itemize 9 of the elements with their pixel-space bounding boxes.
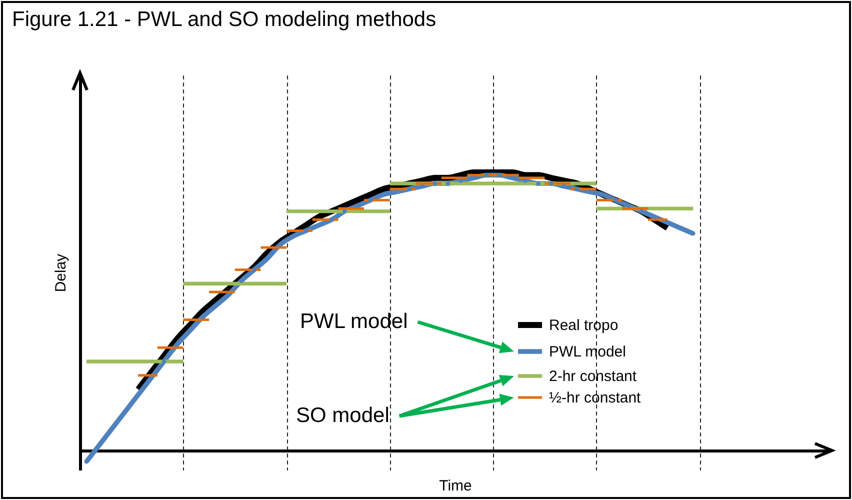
legend-label: PWL model	[549, 344, 626, 360]
legend-label: 2-hr constant	[549, 368, 638, 385]
annotation: PWL model	[300, 310, 408, 334]
x-axis-title: Time	[439, 478, 472, 494]
annotation: SO model	[296, 404, 390, 428]
legend-label: Real tropo	[549, 317, 618, 334]
y-axis-title: Delay	[52, 253, 70, 292]
legend-label: ½-hr constant	[549, 390, 642, 406]
chart-title: Figure 1.21 - PWL and SO modeling methods	[12, 8, 436, 32]
